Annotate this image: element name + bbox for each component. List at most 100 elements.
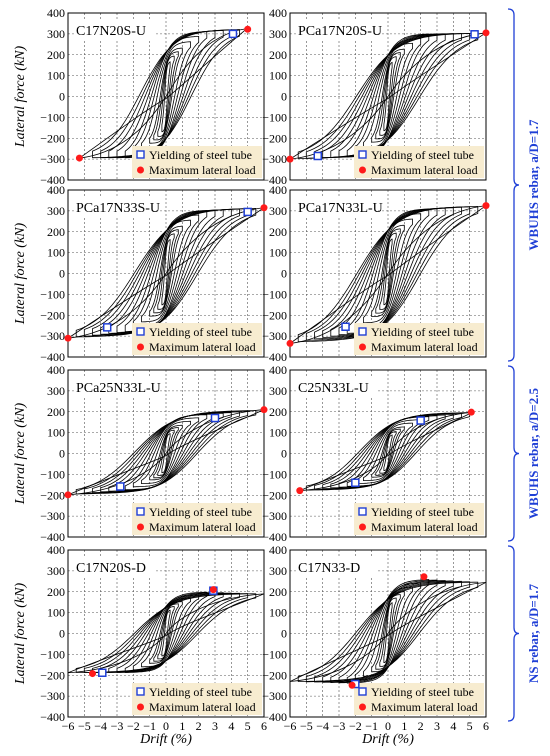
y-tick-label: 0	[281, 267, 287, 281]
y-tick-label: −100	[40, 467, 65, 481]
legend-max-marker	[359, 166, 366, 174]
chart-panel-5: 400 300 200 100 0 −100 −200 −300 −400 Lateral for…	[13, 363, 268, 544]
legend-box	[132, 683, 262, 715]
hysteresis-loop	[322, 580, 454, 683]
x-tick-label: 3	[434, 719, 440, 733]
max-load-marker	[482, 29, 490, 37]
yield-point-marker	[98, 668, 107, 677]
legend-max-label: Maximum lateral load	[371, 340, 478, 354]
hysteresis-loop	[92, 208, 240, 336]
y-tick-label: 200	[47, 225, 65, 239]
legend-box	[132, 503, 262, 535]
chart-title: PCa17N20S-U	[298, 24, 382, 39]
y-tick-label: 200	[269, 48, 287, 62]
legend-box	[354, 323, 484, 355]
hysteresis-loop	[100, 592, 232, 673]
hysteresis-loop	[338, 579, 438, 684]
x-axis-label: Drift (%)	[361, 732, 414, 747]
y-tick-label: −300	[262, 509, 287, 523]
y-tick-label: −200	[40, 308, 65, 322]
x-tick-label: 3	[212, 719, 218, 733]
hysteresis-loop	[371, 591, 405, 673]
title-background	[74, 378, 156, 396]
hysteresis-loop	[161, 609, 171, 657]
max-load-marker	[348, 681, 356, 689]
legend-box	[354, 146, 484, 178]
legend-yield-marker	[136, 150, 145, 159]
y-axis-label: Lateral force (kN)	[13, 222, 28, 325]
hysteresis-loop	[75, 593, 257, 673]
y-tick-label: −100	[262, 287, 287, 301]
max-load-marker	[75, 154, 83, 162]
hysteresis-loop	[383, 434, 393, 471]
max-load-marker	[260, 204, 268, 212]
legend-yield-label: Yielding of steel tube	[149, 685, 252, 699]
plot-frame	[67, 549, 265, 718]
max-load-marker	[244, 25, 252, 33]
y-tick-label: 300	[269, 204, 287, 218]
y-tick-label: 400	[269, 183, 287, 197]
hysteresis-loops	[68, 591, 264, 674]
chart-title: PCa17N33L-U	[298, 201, 383, 216]
x-tick-label: 2	[196, 719, 202, 733]
title-background	[296, 558, 378, 576]
legend-max-marker	[359, 523, 366, 531]
plot-frame	[289, 549, 487, 718]
legend-yield-marker	[136, 327, 145, 336]
group-bracket-1: WBUHS rebar, a/D=1.7	[507, 8, 541, 362]
chart-panel-6: 400 300 200 100 0 −100 −200 −300 −400 C25N33L-U Yi…	[262, 363, 487, 544]
hysteresis-loops	[79, 28, 249, 159]
hysteresis-loop	[305, 581, 471, 683]
max-load-marker	[89, 670, 96, 678]
x-tick-label: 5	[467, 719, 473, 733]
y-tick-label: 0	[59, 90, 65, 104]
y-tick-label: −100	[262, 647, 287, 661]
y-tick-label: −200	[262, 308, 287, 322]
x-tick-label: −6	[62, 719, 75, 733]
max-load-marker	[482, 202, 490, 210]
hysteresis-loop	[371, 48, 405, 143]
y-tick-label: −100	[262, 467, 287, 481]
x-tick-label: 1	[401, 719, 407, 733]
yield-point-marker	[243, 207, 252, 217]
bracket-line	[507, 365, 520, 542]
yield-point-marker	[313, 151, 323, 161]
y-tick-label: 300	[47, 204, 65, 218]
hysteresis-loop	[375, 52, 401, 140]
max-load-marker	[467, 408, 475, 416]
group-bracket-2: WBUHS rebar, a/D=2.5	[507, 365, 541, 542]
y-tick-label: −200	[40, 131, 65, 145]
y-axis-label: Lateral force (kN)	[13, 45, 28, 148]
yield-point-marker	[470, 30, 479, 39]
yield-point-marker	[341, 322, 350, 331]
title-background	[74, 558, 156, 576]
y-tick-label: 0	[281, 447, 287, 461]
x-axis-label: Drift (%)	[139, 732, 192, 747]
legend-max-marker	[137, 703, 144, 711]
chart-panel-7: 400 300 200 100 0 −100 −200 −300 −400−6 −5 −4 −3 −2−…	[13, 543, 267, 747]
group-label: WBUHS rebar, a/D=2.5	[526, 388, 541, 519]
hysteresis-loop	[161, 238, 171, 306]
title-background	[296, 198, 378, 216]
y-tick-label: −100	[40, 647, 65, 661]
hysteresis-loop	[132, 417, 200, 488]
x-tick-label: 5	[245, 719, 251, 733]
y-axis-label: Lateral force (kN)	[13, 582, 28, 685]
hysteresis-loop	[124, 591, 208, 673]
hysteresis-loop	[375, 594, 401, 670]
max-load-marker	[286, 339, 294, 347]
yield-point-marker	[102, 323, 112, 332]
legend-yield-marker	[136, 687, 145, 696]
hysteresis-loop	[379, 431, 397, 474]
yield-point-marker	[228, 29, 238, 39]
legend-box	[132, 146, 262, 178]
max-load-marker	[64, 334, 72, 342]
chart-title: C17N20S-U	[76, 24, 146, 39]
hysteresis-loop	[153, 427, 179, 479]
y-tick-label: −400	[40, 710, 65, 724]
legend-yield-label: Yielding of steel tube	[371, 685, 474, 699]
y-tick-label: −100	[40, 110, 65, 124]
hysteresis-loop	[157, 606, 175, 660]
chart-title: C25N33L-U	[298, 381, 369, 396]
